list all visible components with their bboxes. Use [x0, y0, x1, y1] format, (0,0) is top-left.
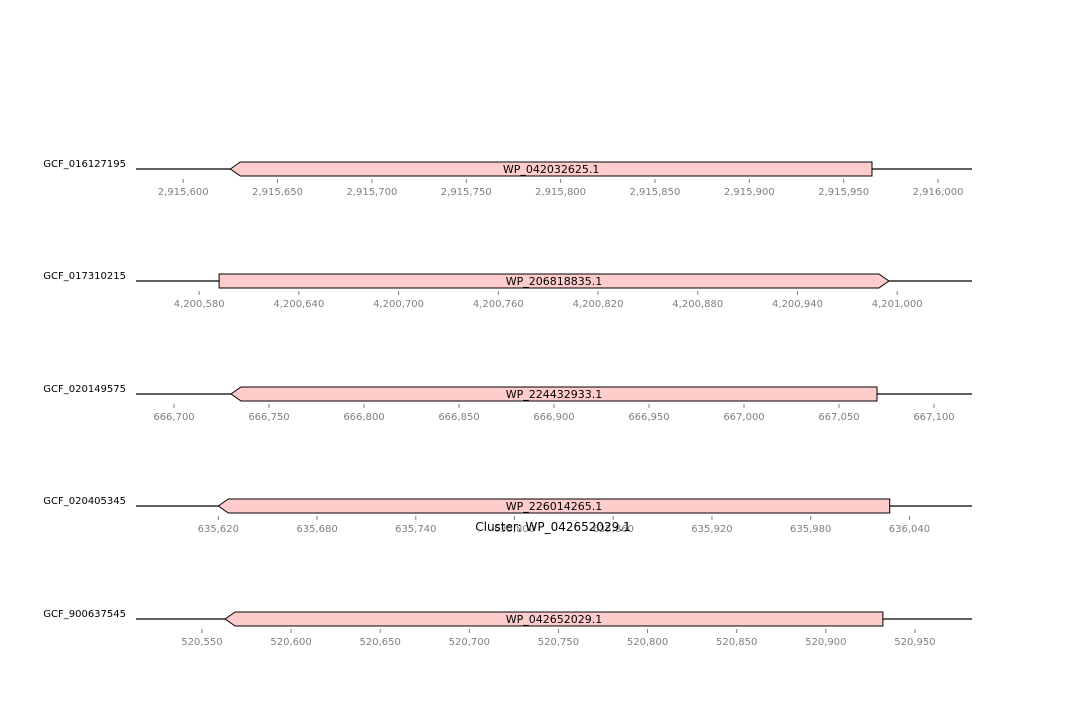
- tick-label: 4,200,760: [473, 299, 524, 310]
- genome-label: GCF_016127195: [43, 159, 126, 170]
- tick-label: 2,915,700: [346, 187, 397, 198]
- tick-label: 666,750: [248, 412, 289, 423]
- track-GCF_020149575: GCF_020149575 666,700 666,750 666,800 666,85…: [43, 384, 972, 423]
- tick-label: 520,600: [270, 637, 311, 648]
- tick-label: 520,850: [716, 637, 757, 648]
- track-GCF_016127195: GCF_016127195 2,915,600 2,915,650 2,915,700…: [43, 159, 972, 198]
- track-GCF_017310215: GCF_017310215 4,200,580 4,200,640 4,200,700…: [43, 271, 972, 310]
- tick-label: 666,850: [438, 412, 479, 423]
- tick-label: 666,800: [343, 412, 384, 423]
- tick-label: 2,915,650: [252, 187, 303, 198]
- tick-label: 520,950: [894, 637, 935, 648]
- tick-label: 666,900: [533, 412, 574, 423]
- gene-arrow: [217, 498, 891, 514]
- tick-label: 2,915,850: [630, 187, 681, 198]
- gene-label: WP_224432933.1: [506, 388, 603, 401]
- tick-label: 4,200,940: [772, 299, 823, 310]
- tick-label: 635,920: [691, 524, 732, 535]
- tick-label: 520,550: [181, 637, 222, 648]
- tick-label: 667,100: [913, 412, 954, 423]
- gene-arrow: [230, 386, 878, 402]
- tick-label: 667,000: [723, 412, 764, 423]
- tick-label: 2,915,900: [724, 187, 775, 198]
- tick-label: 636,040: [889, 524, 930, 535]
- genome-label: GCF_900637545: [43, 609, 126, 620]
- tick-label: 635,740: [395, 524, 436, 535]
- tick-label: 635,620: [198, 524, 239, 535]
- tick-label: 4,200,580: [174, 299, 225, 310]
- tick-label: 2,915,750: [441, 187, 492, 198]
- gene-arrow: [229, 161, 873, 177]
- tick-label: 520,700: [449, 637, 490, 648]
- track-GCF_900637545: GCF_900637545 520,550 520,600 520,650 520,70…: [43, 609, 972, 648]
- genome-label: GCF_020149575: [43, 384, 126, 395]
- tick-label: 520,900: [805, 637, 846, 648]
- gene-arrow: [218, 273, 890, 289]
- tick-label: 666,700: [153, 412, 194, 423]
- tick-label: 2,915,950: [818, 187, 869, 198]
- tick-label: 4,201,000: [872, 299, 923, 310]
- cluster-title: Cluster: WP_042652029.1: [475, 520, 631, 534]
- tick-label: 667,050: [818, 412, 859, 423]
- genome-label: GCF_020405345: [43, 496, 126, 507]
- tick-label: 4,200,820: [573, 299, 624, 310]
- tick-label: 2,916,000: [913, 187, 964, 198]
- tick-label: 666,950: [628, 412, 669, 423]
- tick-label: 520,750: [538, 637, 579, 648]
- tick-label: 4,200,880: [672, 299, 723, 310]
- tick-label: 520,800: [627, 637, 668, 648]
- tick-label: 4,200,640: [273, 299, 324, 310]
- gene-label: WP_226014265.1: [506, 500, 603, 513]
- tracks-group: GCF_016127195 2,915,600 2,915,650 2,915,700…: [43, 159, 972, 648]
- tick-label: 635,980: [790, 524, 831, 535]
- gene-arrow: [224, 611, 884, 627]
- tick-label: 520,650: [360, 637, 401, 648]
- track-GCF_020405345: GCF_020405345 635,620 635,680 635,740 635,80…: [43, 496, 972, 535]
- tick-label: 2,915,800: [535, 187, 586, 198]
- tick-label: 2,915,600: [158, 187, 209, 198]
- gene-label: WP_042032625.1: [503, 163, 600, 176]
- gene-label: WP_206818835.1: [506, 275, 603, 288]
- tick-label: 635,860: [593, 524, 634, 535]
- tick-label: 635,680: [296, 524, 337, 535]
- tick-label: 635,800: [494, 524, 535, 535]
- gene-label: WP_042652029.1: [506, 613, 603, 626]
- genome-label: GCF_017310215: [43, 271, 126, 282]
- tick-label: 4,200,700: [373, 299, 424, 310]
